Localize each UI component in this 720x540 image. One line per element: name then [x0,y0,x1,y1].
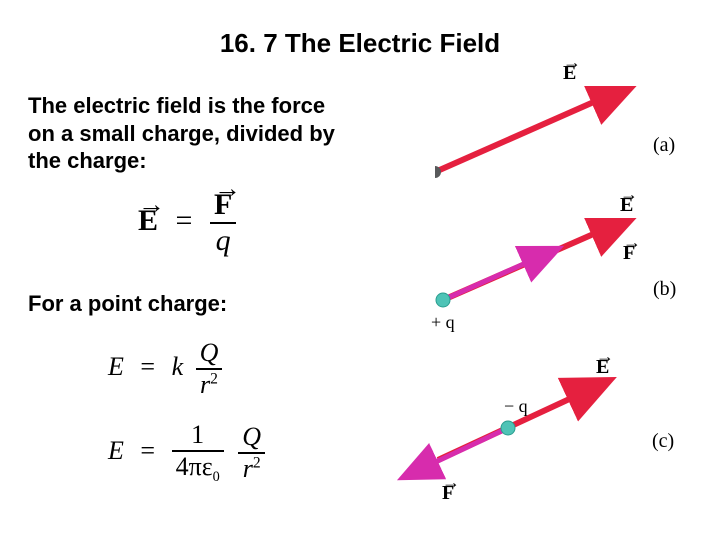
arrow-icon: → [623,232,635,253]
diagram-c-svg [390,370,690,520]
arrow-icon: → [138,189,158,220]
definition-line-3: the charge: [28,148,147,173]
diagram-c: →E →F − q (c) [390,370,690,520]
symbol-4pi: 4π [176,452,202,481]
equals-sign: = [130,352,165,381]
fraction-1-4pieps: 1 4πε0 [172,420,224,486]
arrow-icon: → [563,52,576,73]
fraction-Qr2: Q r2 [196,338,223,400]
symbol-q: q [210,224,236,258]
symbol-E: E [108,352,124,381]
diagram-a: →E (a) [435,86,685,196]
equation-coulomb-eps: E = 1 4πε0 Q r2 [108,420,265,486]
equals-sign: = [130,436,165,465]
vector-E: → E [138,204,158,238]
paren-b: (b) [653,278,676,301]
paren-a: (a) [653,134,675,157]
label-E: →E [563,62,576,85]
label-E: →E [620,194,633,217]
symbol-r: r [243,454,253,483]
arrow-icon: → [214,173,232,204]
exponent-2: 2 [210,370,218,387]
symbol-epsilon: ε [202,452,213,481]
vector-F: → F [214,188,232,222]
definition-line-1: The electric field is the force [28,93,325,118]
f-arrow-line [443,250,555,300]
symbol-k: k [172,352,184,381]
symbol-Q: Q [196,338,223,370]
definition-line-2: on a small charge, divided by [28,121,335,146]
label-minus-q: − q [504,396,528,417]
numerator-1: 1 [172,420,224,452]
fraction-Qr2: Q r2 [238,422,265,484]
diagram-a-svg [435,86,685,196]
arrow-icon: → [620,184,633,205]
paren-c: (c) [652,430,674,453]
charge-dot [501,421,515,435]
equation-coulomb-k: E = k Q r2 [108,338,222,400]
e-arrow-line [435,86,630,172]
symbol-E: E [108,436,124,465]
charge-dot [436,293,450,307]
f-arrow-line [406,428,508,476]
fraction-Fq: → F q [210,188,236,258]
symbol-r: r [200,370,210,399]
label-F: →F [442,482,454,505]
arrow-icon: → [442,472,454,493]
diagram-b-svg [435,218,685,338]
diagram-b: →E →F + q (b) [435,218,685,338]
label-F: →F [623,242,635,265]
label-plus-q: + q [431,312,455,333]
equation-field-definition: → E = → F q [138,188,236,258]
exponent-2: 2 [253,454,261,471]
equals-sign: = [166,204,203,237]
symbol-Q: Q [238,422,265,454]
point-charge-text: For a point charge: [28,290,227,318]
subscript-0: 0 [213,469,220,485]
arrow-icon: → [596,346,609,367]
definition-text: The electric field is the force on a sma… [28,92,335,175]
label-E: →E [596,356,609,379]
section-title: 16. 7 The Electric Field [0,0,720,59]
